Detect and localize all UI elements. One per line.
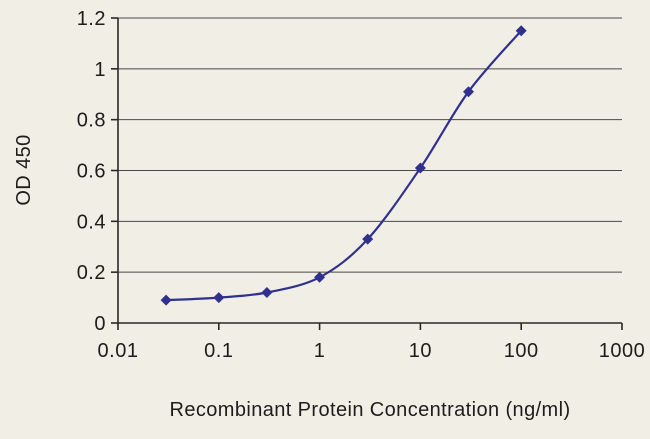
y-axis-title: OD 450 [13,134,35,205]
y-tick-label: 0.8 [77,110,106,132]
y-tick-label: 0.4 [77,211,106,233]
x-tick-label: 100 [504,340,539,362]
y-tick-label: 0 [94,313,106,335]
data-point-marker [462,86,474,98]
data-point-marker [314,271,326,283]
data-point-marker [515,25,527,37]
data-point-marker [261,287,273,298]
x-tick-label: 10 [409,340,432,362]
data-point-marker [362,233,374,245]
y-tick-label: 1 [94,59,106,81]
x-tick-label: 0.1 [204,340,233,362]
x-tick-label: 1000 [599,340,646,362]
y-tick-label: 0.6 [77,161,106,183]
y-tick-label: 0.2 [77,262,106,284]
series-line [166,29,523,302]
plot-layer: 0 0.2 0.4 0.6 0.8 1 1.2 0.01 0.1 1 10 100 1000 [77,8,646,362]
y-tick-label: 1.2 [77,8,106,30]
data-point-marker [160,294,172,306]
data-point-marker [213,292,225,304]
data-point-marker [414,162,426,174]
x-axis-title: Recombinant Protein Concentration (ng/ml… [169,399,570,421]
x-tick-label: 1 [314,340,326,362]
x-tick-label: 0.01 [98,340,139,362]
